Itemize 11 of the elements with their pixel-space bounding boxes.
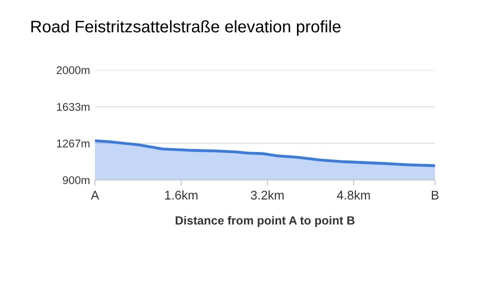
y-tick-label: 2000m <box>56 66 90 74</box>
y-tick-label: 1267m <box>57 140 90 148</box>
y-tick-label: 900m <box>62 176 90 184</box>
x-tick-label: A <box>90 190 100 200</box>
chart-title: Road Feistritzsattelstraße elevation profile <box>31 20 341 36</box>
x-tick-label: B <box>432 190 439 200</box>
x-axis-title: Distance from point A to point B <box>176 216 355 227</box>
x-tick-label: 1.6km <box>165 190 198 200</box>
x-tick-label: 3.2km <box>250 190 284 200</box>
y-tick-label: 1633m <box>57 102 90 111</box>
x-tick-label: 4.8km <box>336 190 370 200</box>
